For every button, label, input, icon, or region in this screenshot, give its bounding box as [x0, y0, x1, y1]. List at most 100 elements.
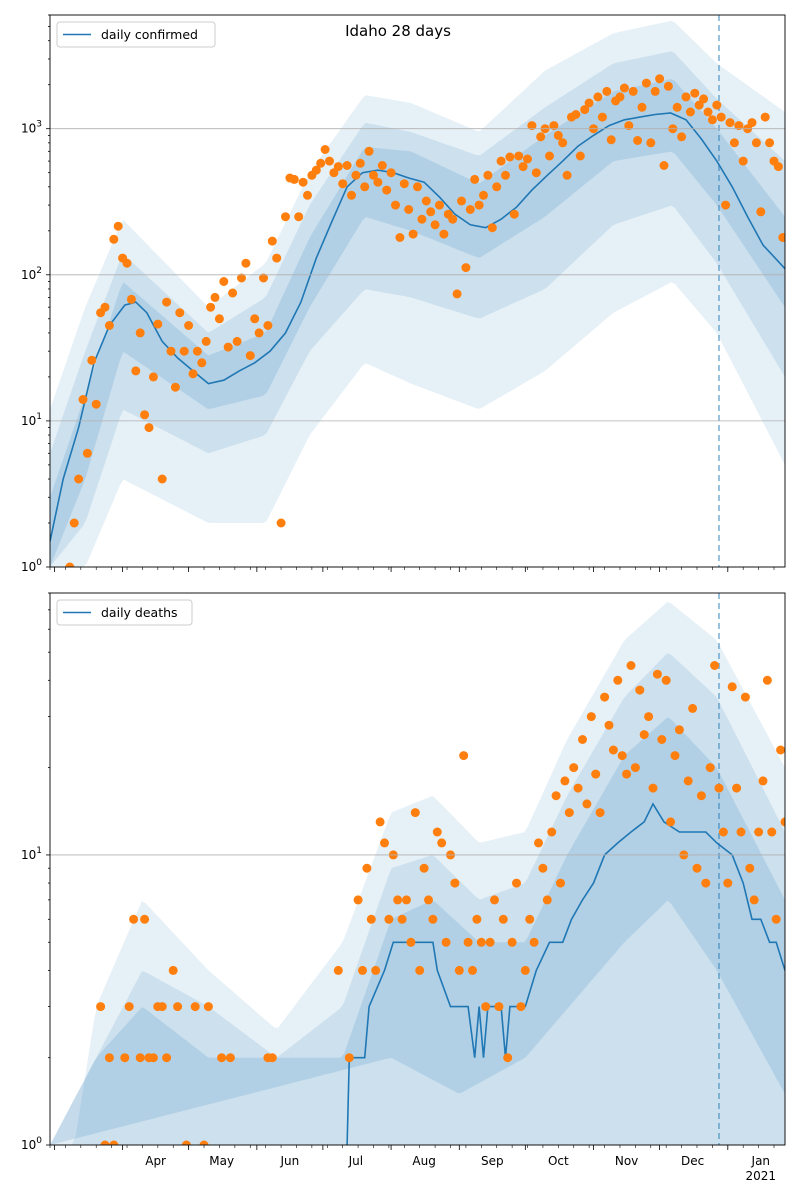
data-point [534, 838, 543, 848]
data-point [184, 321, 194, 330]
data-point [338, 179, 348, 189]
data-point [494, 1002, 504, 1012]
axes-frame [49, 592, 786, 1146]
data-point [707, 115, 717, 125]
data-point [267, 1053, 277, 1063]
data-point [289, 174, 299, 184]
confidence-band-outer [50, 20, 785, 567]
data-point [157, 1002, 167, 1012]
data-point [767, 827, 777, 837]
plot-area [50, 15, 785, 567]
data-point [549, 121, 559, 131]
data-point [82, 448, 92, 458]
data-point [228, 288, 238, 298]
data-point [426, 207, 436, 217]
data-point [501, 170, 510, 180]
data-point [641, 78, 651, 88]
data-point [756, 207, 766, 217]
data-point [311, 165, 321, 175]
data-point [140, 914, 150, 924]
data-point [619, 83, 629, 93]
data-point [320, 145, 330, 154]
data-point [745, 863, 755, 873]
axes-frame [49, 14, 786, 568]
data-point [91, 399, 101, 409]
data-point [503, 1053, 513, 1063]
data-point [162, 1053, 172, 1063]
data-point [452, 289, 462, 299]
data-point [613, 675, 623, 685]
data-point [732, 783, 742, 793]
data-point [569, 763, 579, 773]
data-point [710, 661, 720, 670]
legend-box [56, 599, 193, 626]
data-point [747, 118, 757, 128]
data-point [419, 863, 429, 873]
plot-area [50, 593, 785, 1145]
data-point [377, 161, 387, 170]
data-point [454, 965, 464, 975]
data-point [120, 1053, 130, 1063]
x-tick-label: Jul [348, 1154, 363, 1168]
data-point [175, 308, 185, 318]
data-point [657, 735, 667, 744]
data-point [353, 895, 363, 905]
data-point [479, 190, 488, 200]
data-point [677, 132, 687, 142]
data-point [263, 321, 273, 330]
data-point [646, 138, 656, 148]
data-point [659, 161, 669, 170]
data-point [778, 233, 785, 242]
data-point [714, 783, 724, 793]
data-point [736, 827, 746, 837]
data-point [281, 212, 290, 222]
confidence-band-inner [50, 717, 785, 1145]
data-point [461, 263, 471, 273]
data-point [267, 236, 277, 246]
data-point [672, 102, 682, 112]
data-point [652, 669, 662, 679]
data-point [74, 474, 84, 484]
data-point [690, 88, 700, 98]
data-point [626, 661, 636, 670]
legend-label: daily deaths [101, 605, 178, 620]
data-point [393, 895, 403, 905]
data-point [384, 914, 394, 924]
data-point [670, 751, 680, 761]
data-point [712, 100, 722, 110]
data-point [399, 179, 409, 189]
data-point [113, 221, 123, 231]
chart-title: Idaho 28 days [345, 22, 451, 40]
data-point [448, 214, 458, 224]
data-point [507, 937, 517, 947]
data-point [179, 346, 189, 356]
data-point [201, 336, 211, 346]
data-point [472, 914, 482, 924]
data-point [639, 730, 649, 740]
data-point [355, 158, 365, 168]
data-point [104, 321, 114, 330]
data-point [558, 138, 568, 148]
data-point [498, 914, 508, 924]
data-point [395, 233, 405, 242]
data-point [450, 878, 460, 888]
data-point [556, 878, 565, 888]
data-point [259, 273, 268, 283]
data-point [575, 151, 585, 161]
data-point [382, 185, 392, 195]
data-point [754, 827, 764, 837]
data-point [703, 107, 713, 117]
data-point [87, 355, 97, 365]
data-point [509, 209, 519, 219]
data-point [553, 130, 563, 140]
legend-label: daily confirmed [101, 27, 198, 42]
legend: daily confirmed [56, 21, 216, 48]
data-point [624, 121, 634, 131]
deaths-panel: 100 101 Apr May Jun Jul Aug Sep Oct Nov Dec Jan2021… [21, 592, 786, 1183]
x-tick-label: Jun [279, 1154, 299, 1168]
data-point [529, 937, 539, 947]
data-point [492, 182, 502, 192]
data-point [375, 817, 385, 827]
data-point [685, 107, 695, 117]
